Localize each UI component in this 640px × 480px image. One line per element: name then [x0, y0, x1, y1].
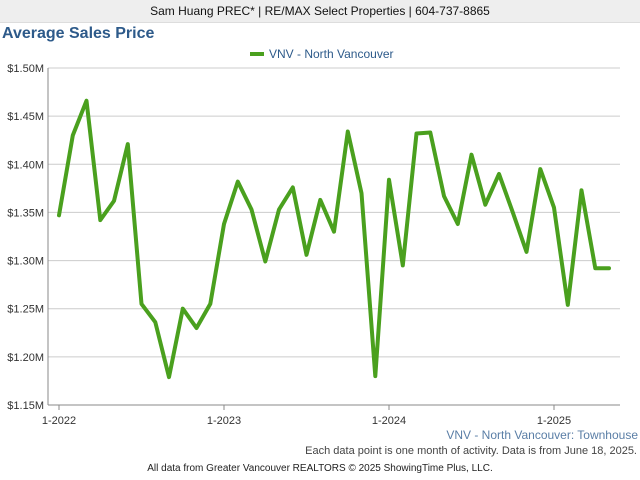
y-tick-label: $1.15M — [7, 400, 44, 412]
series-line — [57, 98, 611, 380]
x-tick-label: 1-2023 — [207, 415, 241, 427]
y-tick-label: $1.45M — [7, 111, 44, 123]
y-tick-label: $1.35M — [7, 207, 44, 219]
legend-label: VNV - North Vancouver — [269, 47, 394, 61]
chart-title: Average Sales Price — [2, 25, 155, 42]
y-tick-label: $1.50M — [7, 63, 44, 75]
x-tick-label: 1-2022 — [42, 415, 76, 427]
y-tick-label: $1.25M — [7, 304, 44, 316]
header-bar: Sam Huang PREC* | RE/MAX Select Properti… — [0, 0, 640, 23]
data-note: Each data point is one month of activity… — [305, 445, 637, 457]
data-credit: All data from Greater Vancouver REALTORS… — [147, 463, 493, 474]
header-text: Sam Huang PREC* | RE/MAX Select Properti… — [150, 4, 490, 18]
y-tick-label: $1.40M — [7, 159, 44, 171]
y-tick-label: $1.30M — [7, 256, 44, 268]
x-tick-label: 1-2024 — [372, 415, 406, 427]
y-tick-label: $1.20M — [7, 352, 44, 364]
region-label: VNV - North Vancouver: Townhouse — [446, 428, 638, 442]
x-tick-label: 1-2025 — [537, 415, 571, 427]
